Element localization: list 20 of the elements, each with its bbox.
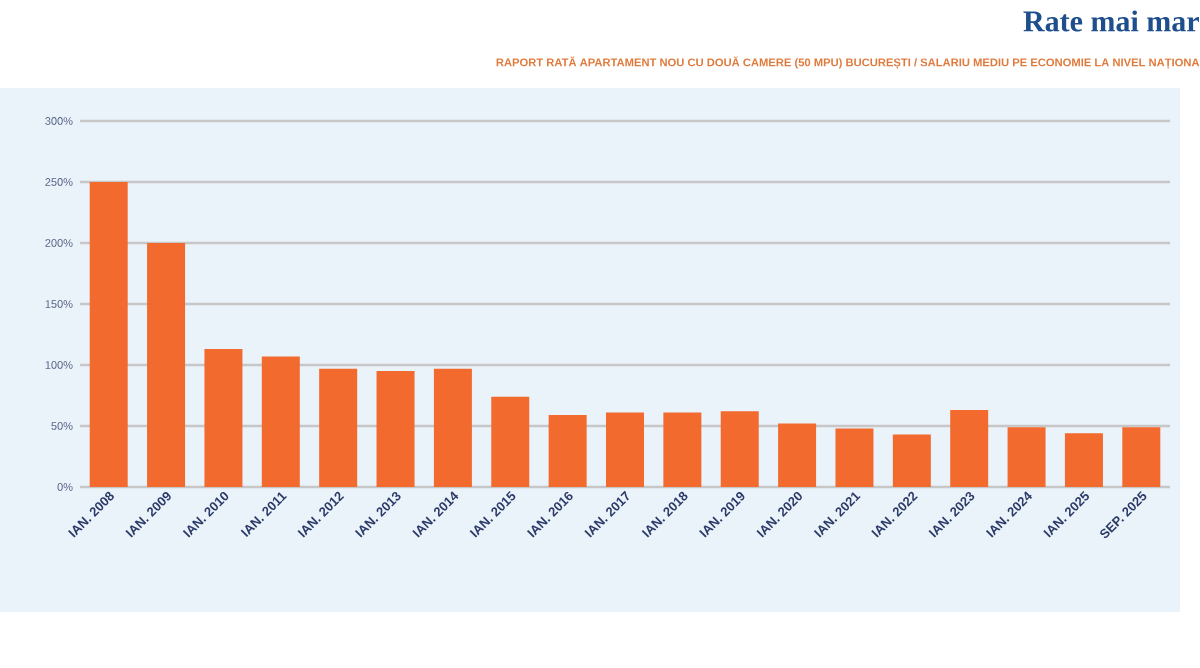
bar bbox=[1007, 427, 1046, 487]
bar bbox=[433, 368, 472, 487]
bar bbox=[663, 412, 702, 487]
bar bbox=[204, 349, 243, 487]
chart-title: Rate mai mar bbox=[1023, 10, 1199, 32]
bar bbox=[1122, 427, 1161, 487]
bar bbox=[835, 428, 874, 487]
bar bbox=[720, 411, 759, 487]
bar bbox=[491, 396, 530, 487]
bar bbox=[778, 423, 817, 487]
bar bbox=[1064, 433, 1103, 487]
bar bbox=[376, 371, 415, 487]
bar bbox=[548, 414, 587, 487]
bar bbox=[319, 368, 358, 487]
bar bbox=[147, 242, 186, 487]
bar bbox=[89, 181, 128, 487]
bar bbox=[892, 434, 931, 487]
bar bbox=[261, 356, 300, 487]
bar bbox=[950, 410, 989, 487]
bar bbox=[606, 412, 644, 487]
